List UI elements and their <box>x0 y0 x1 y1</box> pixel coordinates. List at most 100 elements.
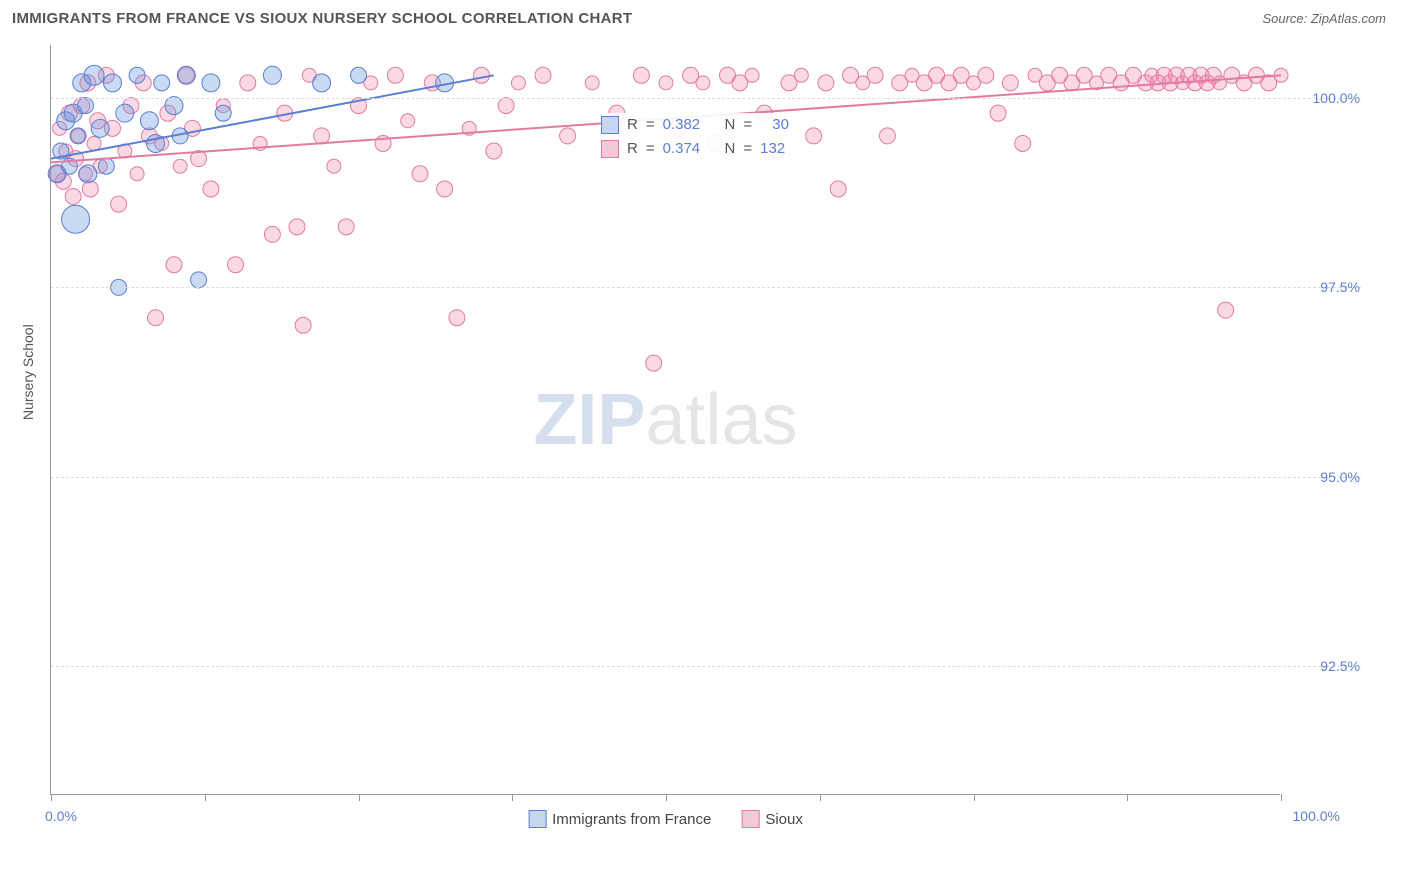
chart-plot-area: ZIPatlas R = 0.382 N = 30 R = 0.374 N = … <box>50 45 1280 795</box>
swatch-sioux <box>601 140 619 158</box>
stat-r-sioux: 0.374 <box>663 137 701 161</box>
data-point <box>498 98 514 114</box>
data-point <box>148 310 164 326</box>
legend-stats-row-france: R = 0.382 N = 30 <box>601 113 789 137</box>
data-point <box>313 74 331 92</box>
data-point <box>978 67 994 83</box>
x-axis-min-label: 0.0% <box>45 808 77 824</box>
data-point <box>449 310 465 326</box>
data-point <box>806 128 822 144</box>
data-point <box>1002 75 1018 91</box>
data-point <box>295 317 311 333</box>
data-point <box>585 76 599 90</box>
data-point <box>111 196 127 212</box>
chart-source: Source: ZipAtlas.com <box>1262 11 1386 26</box>
data-point <box>633 67 649 83</box>
data-point <box>327 159 341 173</box>
legend-item-sioux: Sioux <box>741 810 803 828</box>
y-tick-label: 92.5% <box>1320 658 1360 674</box>
data-point <box>104 74 122 92</box>
grid-line <box>51 666 1361 667</box>
data-point <box>264 226 280 242</box>
data-point <box>401 114 415 128</box>
x-tick <box>1281 794 1282 801</box>
data-point <box>98 158 114 174</box>
grid-line <box>51 98 1361 99</box>
data-point <box>1218 302 1234 318</box>
data-point <box>77 98 93 114</box>
stat-eq: = <box>646 113 655 137</box>
stat-eq3: = <box>646 137 655 161</box>
data-point <box>166 257 182 273</box>
data-point <box>154 75 170 91</box>
data-point <box>867 67 883 83</box>
data-point <box>65 189 81 205</box>
data-point <box>646 355 662 371</box>
data-point <box>62 205 90 233</box>
data-point <box>202 74 220 92</box>
stat-n-label2: N <box>725 137 736 161</box>
data-point <box>351 67 367 83</box>
stat-n-sioux: 132 <box>760 137 785 161</box>
data-point <box>990 105 1006 121</box>
data-point <box>794 68 808 82</box>
data-point <box>203 181 219 197</box>
swatch-france-bottom <box>528 810 546 828</box>
data-point <box>191 272 207 288</box>
y-axis-label: Nursery School <box>20 324 36 420</box>
data-point <box>215 105 231 121</box>
legend-item-france: Immigrants from France <box>528 810 711 828</box>
x-axis-max-label: 100.0% <box>1293 808 1340 824</box>
data-point <box>177 66 195 84</box>
stat-n-label: N <box>725 113 736 137</box>
swatch-sioux-bottom <box>741 810 759 828</box>
grid-line <box>51 287 1361 288</box>
data-point <box>84 65 104 85</box>
y-tick-label: 97.5% <box>1320 279 1360 295</box>
x-tick <box>512 794 513 801</box>
x-tick <box>974 794 975 801</box>
data-point <box>91 119 109 137</box>
data-point <box>82 181 98 197</box>
data-point <box>289 219 305 235</box>
data-point <box>314 128 330 144</box>
chart-header: IMMIGRANTS FROM FRANCE VS SIOUX NURSERY … <box>0 0 1406 35</box>
data-point <box>165 97 183 115</box>
data-point <box>486 143 502 159</box>
data-point <box>745 68 759 82</box>
data-point <box>79 165 97 183</box>
x-tick <box>205 794 206 801</box>
y-tick-label: 100.0% <box>1313 90 1360 106</box>
data-point <box>437 181 453 197</box>
data-point <box>1015 135 1031 151</box>
data-point <box>87 136 101 150</box>
data-point <box>511 76 525 90</box>
data-point <box>387 67 403 83</box>
x-tick <box>1127 794 1128 801</box>
data-point <box>70 128 86 144</box>
data-point <box>130 167 144 181</box>
y-tick-label: 95.0% <box>1320 469 1360 485</box>
data-point <box>659 76 673 90</box>
data-point <box>240 75 256 91</box>
data-point <box>228 257 244 273</box>
data-point <box>263 66 281 84</box>
data-point <box>830 181 846 197</box>
swatch-france <box>601 116 619 134</box>
data-point <box>140 112 158 130</box>
data-point <box>116 104 134 122</box>
x-tick <box>51 794 52 801</box>
x-tick <box>359 794 360 801</box>
data-point <box>338 219 354 235</box>
data-point <box>129 67 145 83</box>
stat-eq4: = <box>743 137 752 161</box>
stat-r-label2: R <box>627 137 638 161</box>
data-point <box>535 67 551 83</box>
data-point <box>879 128 895 144</box>
chart-title: IMMIGRANTS FROM FRANCE VS SIOUX NURSERY … <box>12 10 632 27</box>
x-tick <box>666 794 667 801</box>
data-point <box>696 76 710 90</box>
data-point <box>560 128 576 144</box>
data-point <box>474 67 490 83</box>
legend-stats: R = 0.382 N = 30 R = 0.374 N = 132 <box>601 113 789 161</box>
